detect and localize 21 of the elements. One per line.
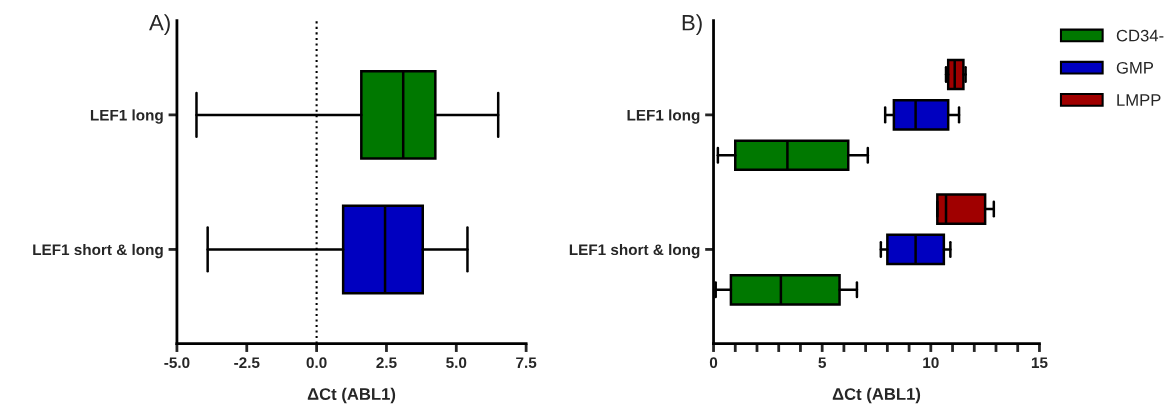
y-tick-label: LEF1 short & long [569, 243, 700, 259]
y-tick-label: LEF1 long [90, 109, 163, 124]
x-tick-label: -5.0 [164, 357, 190, 369]
x-tick-label: 5.0 [446, 357, 467, 369]
chart-title: B) [682, 14, 702, 35]
legend-label: LMPP [1117, 94, 1161, 106]
x-tick-label: 15 [1031, 357, 1048, 369]
x-tick-label: 10 [923, 357, 939, 369]
x-tick-label: 0.0 [306, 357, 327, 369]
legend-label: GMP [1116, 61, 1154, 74]
chart-title: A) [149, 14, 170, 35]
x-tick-label: 5 [818, 357, 826, 369]
x-tick-label: 0 [709, 357, 718, 369]
x-tick-label: 7.5 [516, 357, 537, 369]
y-tick-label: LEF1 short & long [33, 243, 163, 259]
x-axis-title: ΔCt (ABL1) [307, 387, 396, 404]
x-tick-label: 2.5 [376, 357, 397, 369]
legend-label: CD34- [1116, 29, 1164, 42]
y-tick-label: LEF1 long [627, 109, 700, 124]
x-axis-title: ΔCt (ABL1) [832, 387, 921, 404]
x-tick-label: -2.5 [234, 357, 260, 369]
